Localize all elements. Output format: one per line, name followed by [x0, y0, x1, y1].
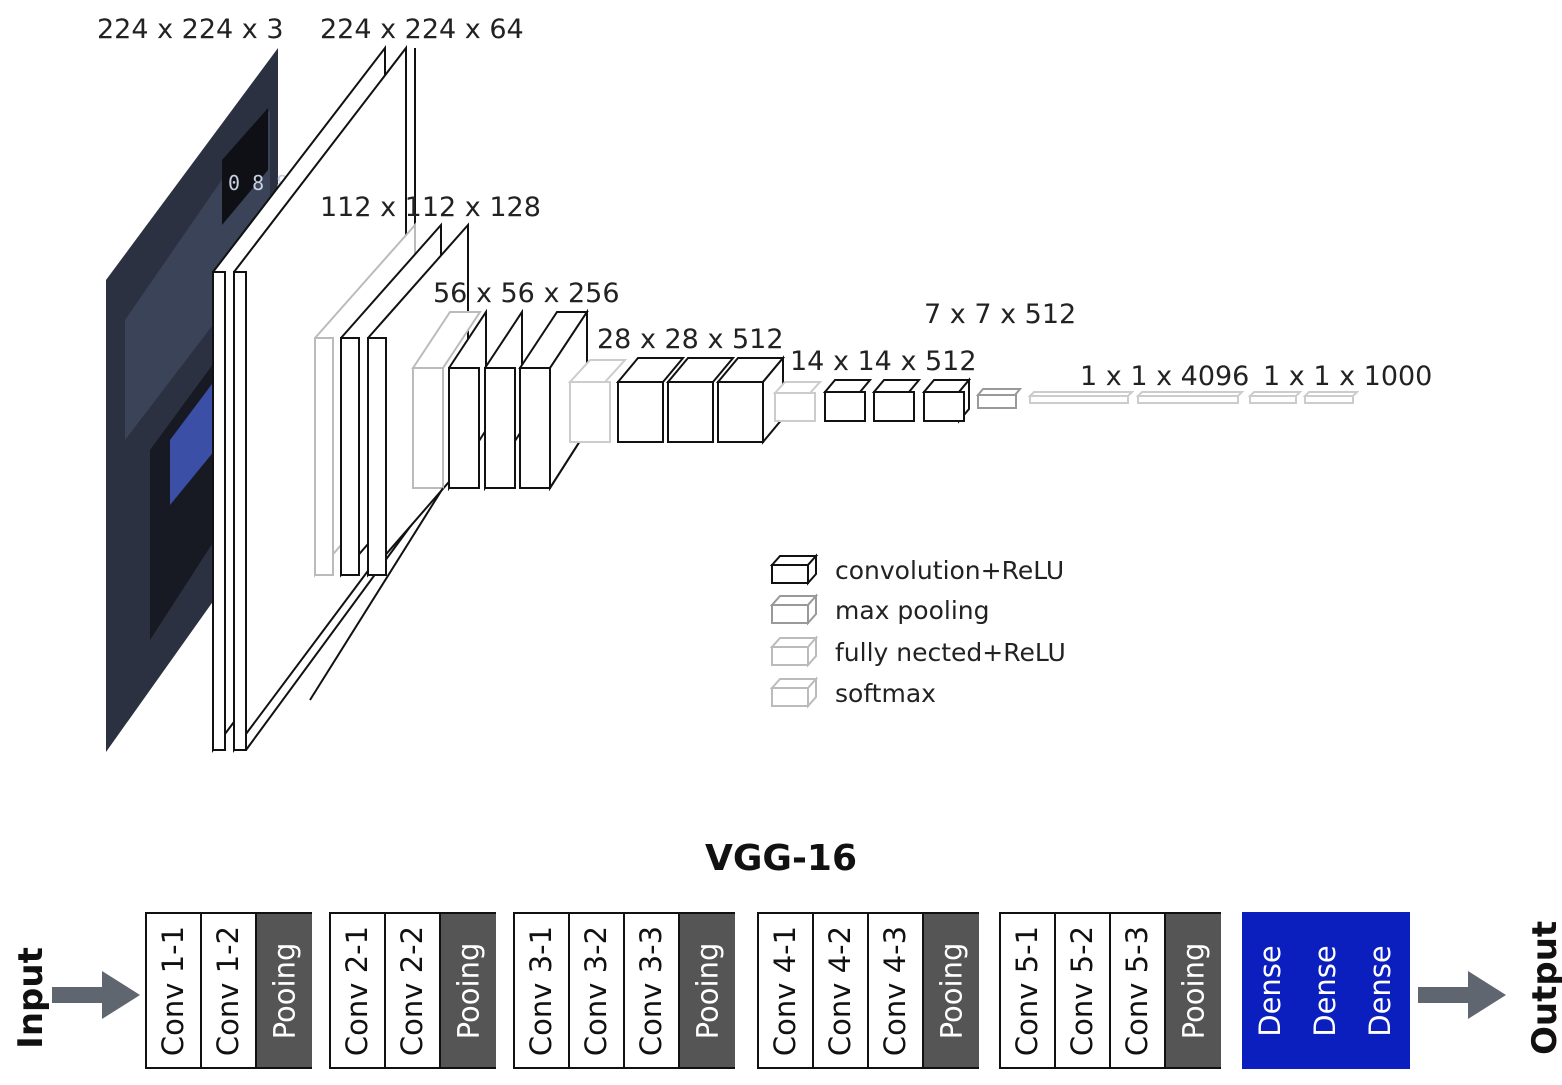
dim-label-pool5: 7 x 7 x 512	[924, 299, 1076, 330]
input-arrow-icon	[52, 971, 140, 1019]
layer-label: Conv 3-1	[524, 925, 559, 1056]
layer-label: Pooing	[934, 942, 969, 1039]
layer-label: Conv 5-2	[1065, 925, 1100, 1056]
layer-label: Dense	[1307, 944, 1342, 1037]
dim-label-conv4: 28 x 28 x 512	[597, 324, 784, 355]
conv3-block	[309, 308, 589, 701]
legend-fc-icon	[769, 635, 819, 668]
legend	[769, 553, 819, 709]
fc-block	[975, 388, 1360, 409]
layer-label: Pooing	[690, 942, 725, 1039]
output-arrow-icon	[1418, 971, 1506, 1019]
output-label: Output	[1525, 920, 1562, 1055]
input-label: Input	[11, 947, 51, 1049]
layer-block-2: Conv 2-1 Conv 2-2 Pooing	[329, 912, 496, 1069]
layer-label: Conv 3-3	[634, 925, 669, 1056]
layer-label: Conv 5-3	[1120, 925, 1155, 1056]
legend-label-pool: max pooling	[835, 596, 989, 625]
legend-label-softmax: softmax	[835, 679, 936, 708]
legend-softmax-icon	[769, 676, 819, 709]
conv-layer: Conv 3-3	[625, 914, 680, 1067]
dim-label-conv3: 56 x 56 x 256	[433, 278, 620, 309]
conv-layer: Conv 1-1	[147, 914, 202, 1067]
pool-layer: Pooing	[1166, 914, 1221, 1067]
dense-layer: Dense	[1242, 912, 1297, 1069]
input-image: 0 8 8	[106, 48, 288, 752]
dim-label-conv2: 112 x 112 x 128	[320, 192, 541, 223]
dim-label-fc: 1 x 1 x 4096	[1080, 361, 1249, 392]
conv-layer: Conv 1-2	[202, 914, 257, 1067]
conv-layer: Conv 2-2	[386, 914, 441, 1067]
pool-layer: Pooing	[257, 914, 312, 1067]
legend-label-conv: convolution+ReLU	[835, 556, 1064, 585]
layer-label: Pooing	[451, 942, 486, 1039]
conv-layer: Conv 5-3	[1111, 914, 1166, 1067]
layer-label: Conv 3-2	[579, 925, 614, 1056]
pool-layer: Pooing	[680, 914, 735, 1067]
dim-label-input: 224 x 224 x 3	[97, 14, 284, 45]
layer-label: Conv 5-1	[1010, 925, 1045, 1056]
layer-label: Pooing	[267, 942, 302, 1039]
conv-layer: Conv 4-1	[759, 914, 814, 1067]
conv5-block	[772, 377, 972, 424]
conv-layer: Conv 4-3	[869, 914, 924, 1067]
legend-conv-icon	[769, 553, 819, 586]
layer-label: Conv 2-2	[395, 925, 430, 1056]
legend-pool-icon	[769, 593, 819, 626]
conv4-block	[567, 355, 786, 445]
dim-label-softmax: 1 x 1 x 1000	[1263, 361, 1432, 392]
conv-layer: Conv 5-2	[1056, 914, 1111, 1067]
legend-label-fc: fully nected+ReLU	[835, 638, 1066, 667]
layer-label: Conv 4-2	[823, 925, 858, 1056]
conv-layer: Conv 3-1	[515, 914, 570, 1067]
layer-label: Conv 1-1	[156, 925, 191, 1056]
conv-layer: Conv 4-2	[814, 914, 869, 1067]
conv-layer: Conv 5-1	[1001, 914, 1056, 1067]
layer-block-4: Conv 4-1 Conv 4-2 Conv 4-3 Pooing	[757, 912, 979, 1069]
conv-layer: Conv 3-2	[570, 914, 625, 1067]
layer-label: Conv 4-3	[878, 925, 913, 1056]
dim-label-conv5: 14 x 14 x 512	[790, 346, 977, 377]
dense-layer: Dense	[1352, 912, 1407, 1069]
pool-layer: Pooing	[441, 914, 496, 1067]
layer-label: Dense	[1362, 944, 1397, 1037]
layer-block-1: Conv 1-1 Conv 1-2 Pooing	[145, 912, 312, 1069]
dim-label-conv1: 224 x 224 x 64	[320, 14, 524, 45]
diagram-title: VGG-16	[705, 838, 857, 879]
dense-layer: Dense	[1297, 912, 1352, 1069]
layer-label: Conv 2-1	[340, 925, 375, 1056]
conv-layer: Conv 2-1	[331, 914, 386, 1067]
vgg-3d-diagram: 0 8 8	[97, 14, 1432, 754]
layer-block-3: Conv 3-1 Conv 3-2 Conv 3-3 Pooing	[513, 912, 735, 1069]
layer-block-5: Conv 5-1 Conv 5-2 Conv 5-3 Pooing	[999, 912, 1221, 1069]
pool-layer: Pooing	[924, 914, 979, 1067]
layer-label: Dense	[1252, 944, 1287, 1037]
layer-block-6: Dense Dense Dense	[1242, 912, 1410, 1069]
layer-label: Pooing	[1176, 942, 1211, 1039]
layer-label: Conv 4-1	[768, 925, 803, 1056]
layer-label: Conv 1-2	[211, 925, 246, 1056]
